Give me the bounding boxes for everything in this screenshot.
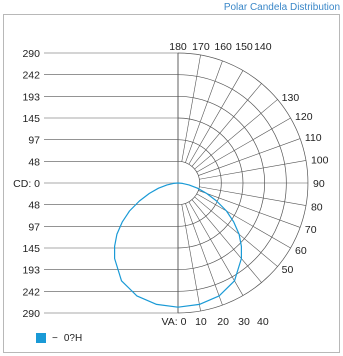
cd-tick-label: 242 [22, 286, 40, 298]
cd-tick-label: 193 [22, 265, 40, 277]
polar-spoke [188, 70, 244, 165]
cd-tick-label: 145 [22, 243, 40, 255]
axis-labels: 290 242 193 145 97 48 CD: 0 48 97 145 193 242 290 VA:… [13, 41, 328, 328]
va-tick-label: 10 [195, 316, 207, 328]
va-tick-label: 40 [257, 316, 269, 328]
va-tick-label: 150 [235, 41, 253, 53]
polar-spoke [199, 186, 307, 206]
va-tick-label: 170 [192, 41, 210, 53]
polar-spoke [196, 193, 291, 249]
va-tick-label: 140 [254, 41, 272, 53]
cd-tick-label: 48 [28, 200, 40, 212]
polar-spoke [191, 199, 262, 283]
polar-spoke [185, 60, 223, 163]
va-tick-label: 80 [311, 201, 323, 213]
cd-tick-label: 97 [28, 135, 40, 147]
va-tick-label: VA: 0 [162, 316, 187, 328]
cd-tick-label: 290 [22, 48, 40, 60]
va-tick-label: 100 [311, 155, 329, 167]
va-tick-label: 60 [295, 245, 307, 257]
polar-spoke [181, 54, 201, 162]
polar-spoke [191, 83, 262, 167]
va-tick-label: 90 [313, 178, 325, 190]
polar-spoke [188, 201, 244, 296]
chart-frame [3, 14, 340, 353]
va-tick-label: 50 [282, 264, 294, 276]
polar-spoke [194, 196, 278, 267]
legend-separator: − [52, 332, 58, 344]
polar-spoke [196, 117, 291, 173]
polar-spoke [181, 204, 201, 312]
va-tick-label: 20 [217, 316, 229, 328]
polar-grid [44, 52, 309, 314]
cd-tick-label: 48 [28, 156, 40, 168]
va-tick-label: 30 [238, 316, 250, 328]
cd-tick-label: 242 [22, 70, 40, 82]
va-tick-label: 70 [305, 224, 317, 236]
legend-label: 0?H [63, 332, 83, 344]
polar-spoke [198, 190, 301, 228]
series-layer [114, 182, 242, 308]
cd-tick-label: 193 [22, 91, 40, 103]
legend: − 0?H [36, 331, 82, 345]
cd-tick-label: CD: 0 [13, 178, 40, 190]
polar-spoke [199, 160, 307, 180]
chart-title: Polar Candela Distribution [223, 2, 340, 13]
cd-tick-label: 290 [22, 308, 40, 320]
va-tick-label: 110 [305, 132, 322, 144]
va-tick-label: 160 [214, 41, 232, 53]
cd-tick-label: 145 [22, 113, 40, 125]
va-tick-label: 130 [282, 92, 300, 104]
polar-spoke [185, 203, 223, 306]
polar-spoke [194, 99, 278, 170]
va-tick-label: 120 [295, 111, 313, 123]
va-tick-label: 180 [169, 41, 187, 53]
series-curve-0H [114, 182, 242, 308]
polar-spoke [198, 138, 301, 176]
legend-swatch [36, 333, 46, 343]
cd-tick-label: 97 [28, 221, 40, 233]
